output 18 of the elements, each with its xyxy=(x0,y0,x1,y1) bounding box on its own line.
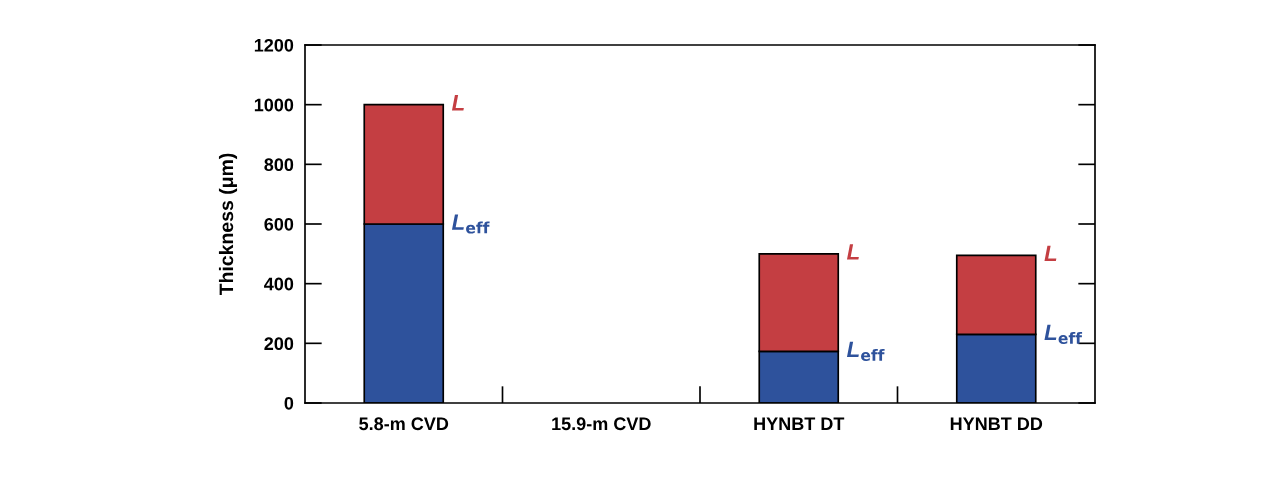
x-tick-label: HYNBT DT xyxy=(754,417,845,430)
annotation: L$_{eff}$ xyxy=(1044,324,1083,344)
y-tick-label: 600 xyxy=(264,217,294,231)
x-tick-label: 15.9-m CVD xyxy=(552,417,651,431)
y-tick-label: 1000 xyxy=(254,98,294,112)
y-axis-title: Thickness (μm) xyxy=(218,153,238,296)
y-tick-label: 1200 xyxy=(254,38,294,52)
y-tick-label: 0 xyxy=(284,396,294,410)
annotation: L xyxy=(1044,245,1057,262)
annotation: L$_{eff}$ xyxy=(451,214,490,234)
annotation: L xyxy=(451,95,464,111)
y-tick-label: 400 xyxy=(264,277,294,291)
y-tick-label: 800 xyxy=(264,158,294,172)
annotation: L xyxy=(846,244,859,260)
x-tick-label: 5.8-m CVD xyxy=(359,417,449,431)
x-tick-label: HYNBT DD xyxy=(950,417,1043,430)
annotation: L$_{eff}$ xyxy=(846,341,885,361)
y-tick-label: 200 xyxy=(264,337,294,351)
